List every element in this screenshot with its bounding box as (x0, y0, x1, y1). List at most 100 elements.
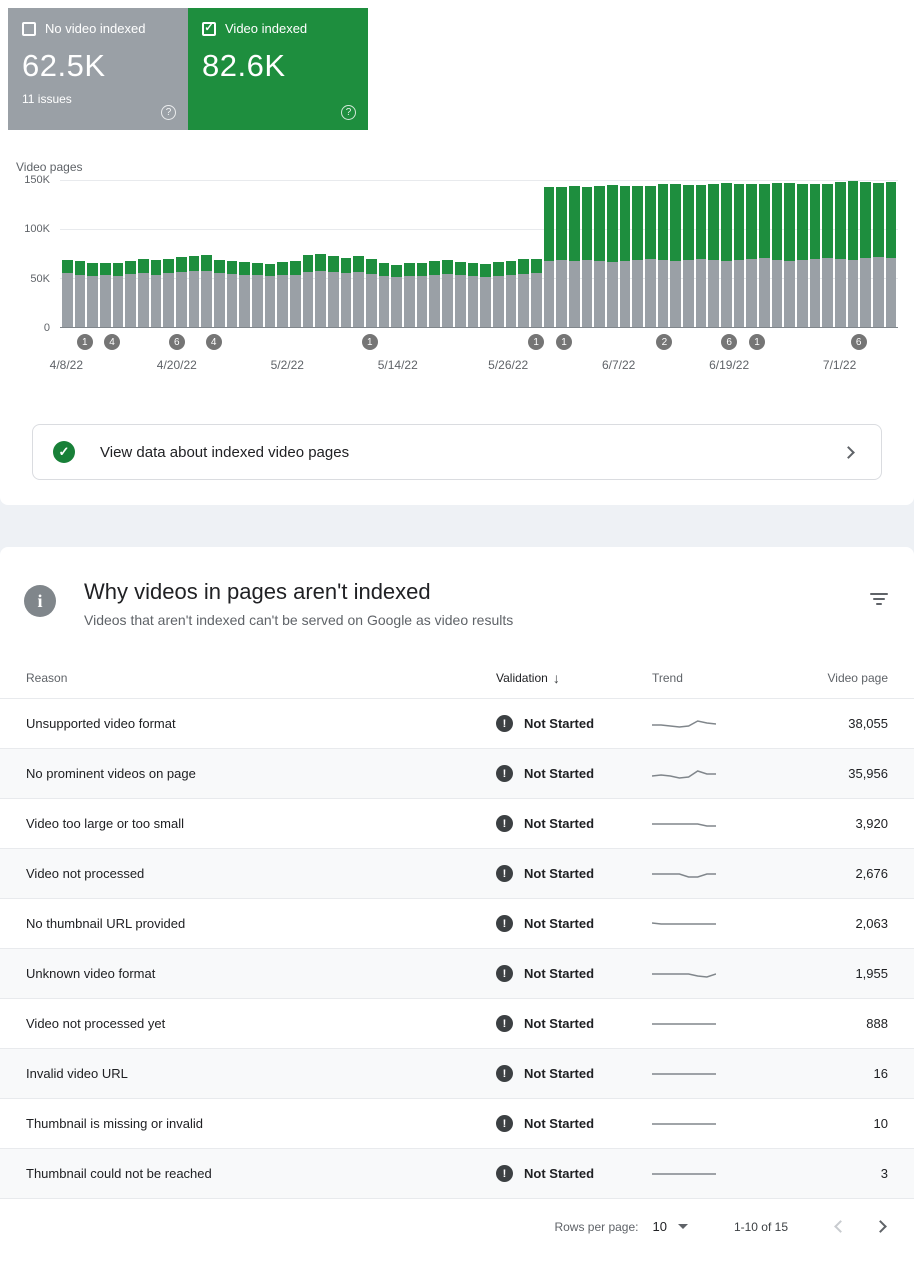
chart-bar[interactable] (619, 180, 631, 327)
column-header-validation[interactable]: Validation ↓ (496, 670, 560, 686)
table-row[interactable]: No thumbnail URL provided! Not Started 2,0… (0, 898, 914, 948)
chart-bar[interactable] (834, 180, 846, 327)
chart-bar[interactable] (340, 180, 352, 327)
chart-bar[interactable] (581, 180, 593, 327)
chart-bar[interactable] (720, 180, 732, 327)
chart-marker-badge[interactable]: 2 (656, 334, 673, 350)
filter-icon[interactable] (868, 589, 890, 612)
chart-bar[interactable] (518, 180, 529, 327)
chart-bar[interactable] (416, 180, 428, 327)
next-page-button[interactable] (868, 1215, 892, 1239)
chart-bar[interactable] (74, 180, 86, 327)
chart-bar[interactable] (860, 180, 871, 327)
chart-marker-badge[interactable]: 1 (556, 334, 573, 350)
chart-bar[interactable] (239, 180, 251, 327)
chart-bar[interactable] (708, 180, 719, 327)
chart-marker-badge[interactable]: 1 (749, 334, 766, 350)
chart-bar[interactable] (353, 180, 365, 327)
chart-bar[interactable] (505, 180, 517, 327)
chart-bar[interactable] (315, 180, 327, 327)
column-header-video-page[interactable]: Video page (827, 671, 888, 685)
chart-bar[interactable] (429, 180, 441, 327)
chart-bar[interactable] (277, 180, 289, 327)
chart-bar[interactable] (873, 180, 884, 327)
chart-bar[interactable] (378, 180, 390, 327)
no-video-indexed-checkbox[interactable] (22, 21, 36, 36)
chart-bar[interactable] (594, 180, 605, 327)
chart-bar[interactable] (112, 180, 124, 327)
chart-bar[interactable] (568, 180, 580, 327)
table-row[interactable]: Thumbnail is missing or invalid! Not Star… (0, 1098, 914, 1148)
chart-marker-badge[interactable]: 1 (361, 334, 378, 350)
table-row[interactable]: Video not processed yet! Not Started 888 (0, 998, 914, 1048)
chart-bar[interactable] (454, 180, 466, 327)
chart-bar[interactable] (809, 180, 821, 327)
chart-bar[interactable] (644, 180, 656, 327)
chart-bar[interactable] (543, 180, 555, 327)
rows-per-page-select[interactable]: 10 (652, 1219, 688, 1234)
table-row[interactable]: Invalid video URL! Not Started 16 (0, 1048, 914, 1098)
chart-bar[interactable] (746, 180, 757, 327)
chart-bar[interactable] (695, 180, 707, 327)
chart-bar[interactable] (632, 180, 643, 327)
table-row[interactable]: Unsupported video format! Not Started 38,0… (0, 698, 914, 748)
table-row[interactable]: Video too large or too small! Not Started… (0, 798, 914, 848)
chart-bar[interactable] (100, 180, 111, 327)
chart-bar[interactable] (214, 180, 225, 327)
chart-marker-badge[interactable]: 4 (104, 334, 121, 350)
chart-bar[interactable] (391, 180, 403, 327)
chart-bar[interactable] (302, 180, 314, 327)
chart-bar[interactable] (758, 180, 770, 327)
chart-bar[interactable] (226, 180, 238, 327)
chart-bar[interactable] (176, 180, 187, 327)
chart-bar[interactable] (125, 180, 137, 327)
chart-bar[interactable] (404, 180, 415, 327)
no-video-indexed-card[interactable]: No video indexed 62.5K 11 issues ? (8, 8, 188, 130)
chart-bar[interactable] (492, 180, 504, 327)
chart-bar[interactable] (822, 180, 833, 327)
chart-bar[interactable] (670, 180, 681, 327)
chart-bar[interactable] (163, 180, 175, 327)
column-header-reason[interactable]: Reason (26, 671, 68, 685)
chart-bar[interactable] (657, 180, 669, 327)
chart-bar[interactable] (328, 180, 339, 327)
chart-bar[interactable] (480, 180, 491, 327)
table-row[interactable]: Thumbnail could not be reached! Not Start… (0, 1148, 914, 1198)
chart-bar[interactable] (442, 180, 453, 327)
chart-bar[interactable] (796, 180, 808, 327)
chart-bar[interactable] (885, 180, 897, 327)
chart-bar[interactable] (847, 180, 859, 327)
chart-bar[interactable] (201, 180, 213, 327)
chart-bar[interactable] (733, 180, 745, 327)
chart-bar[interactable] (530, 180, 542, 327)
chart-bar[interactable] (771, 180, 783, 327)
chart-bar[interactable] (87, 180, 99, 327)
chart-marker-badge[interactable]: 4 (205, 334, 222, 350)
chart-bar[interactable] (467, 180, 479, 327)
chart-marker-badge[interactable]: 6 (168, 334, 185, 350)
chart-bar[interactable] (682, 180, 694, 327)
chart-bar[interactable] (784, 180, 795, 327)
table-row[interactable]: Video not processed! Not Started 2,676 (0, 848, 914, 898)
column-header-trend[interactable]: Trend (652, 671, 683, 685)
video-indexed-checkbox[interactable]: ✓ (202, 21, 216, 36)
help-icon[interactable]: ? (341, 105, 356, 120)
chart-bar[interactable] (556, 180, 567, 327)
previous-page-button[interactable] (828, 1215, 852, 1239)
chart-bar[interactable] (252, 180, 263, 327)
chart-bar[interactable] (188, 180, 200, 327)
video-indexed-card[interactable]: ✓ Video indexed 82.6K ? (188, 8, 368, 130)
table-row[interactable]: Unknown video format! Not Started 1,955 (0, 948, 914, 998)
chart-bar[interactable] (290, 180, 301, 327)
chart-bar[interactable] (264, 180, 276, 327)
table-row[interactable]: No prominent videos on page! Not Started 3… (0, 748, 914, 798)
chart-marker-badge[interactable]: 6 (850, 334, 867, 350)
chart-bar[interactable] (62, 180, 73, 327)
view-data-link[interactable]: ✓ View data about indexed video pages (32, 424, 882, 480)
chart-marker-badge[interactable]: 1 (76, 334, 93, 350)
chart-marker-badge[interactable]: 6 (721, 334, 738, 350)
chart-bar[interactable] (606, 180, 618, 327)
help-icon[interactable]: ? (161, 105, 176, 120)
chart-bar[interactable] (366, 180, 377, 327)
chart-bar[interactable] (138, 180, 149, 327)
